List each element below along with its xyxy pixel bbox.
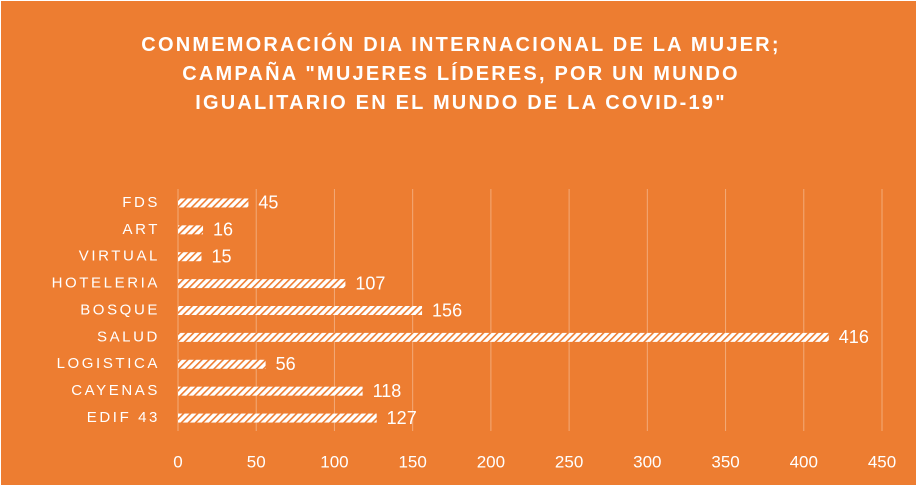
- y-tick-label: HOTELERIA: [52, 275, 160, 292]
- data-label: 156: [432, 300, 462, 320]
- bar: [178, 386, 363, 396]
- x-tick-label: 300: [633, 452, 661, 471]
- x-tick-label: 200: [477, 452, 505, 471]
- bar: [178, 413, 377, 423]
- data-label: 16: [213, 220, 233, 240]
- chart-title: CONMEMORACIÓN DIA INTERNACIONAL DE LA MU…: [141, 34, 781, 114]
- y-tick-label: LOGISTICA: [57, 355, 160, 372]
- bar: [178, 306, 423, 315]
- y-tick-label: VIRTUAL: [79, 248, 160, 265]
- bar: [178, 252, 202, 262]
- x-tick-label: 350: [711, 452, 739, 471]
- x-tick-label: 50: [247, 452, 266, 471]
- data-label: 127: [387, 408, 417, 428]
- bar: [178, 198, 249, 208]
- x-tick-label: 400: [790, 452, 818, 471]
- y-tick-label: ART: [122, 221, 160, 238]
- data-label: 107: [355, 273, 385, 293]
- x-tick-label: 150: [398, 452, 426, 471]
- data-label: 56: [276, 354, 296, 374]
- x-tick-label: 0: [173, 452, 182, 471]
- data-label: 118: [373, 381, 402, 401]
- x-tick-label: 250: [555, 452, 583, 471]
- data-label: 15: [211, 246, 231, 266]
- y-tick-label: BOSQUE: [80, 301, 160, 318]
- data-label: 45: [258, 193, 278, 213]
- bar: [178, 332, 829, 342]
- x-tick-label: 450: [868, 452, 896, 471]
- data-label: 416: [839, 327, 869, 347]
- y-tick-label: EDIF 43: [87, 409, 160, 426]
- bar: [178, 225, 204, 235]
- y-tick-label: FDS: [122, 194, 160, 211]
- bar: [178, 279, 346, 289]
- x-tick-label: 100: [320, 452, 348, 471]
- y-tick-label: SALUD: [97, 328, 160, 345]
- bar: [178, 359, 266, 369]
- y-tick-label: CAYENAS: [71, 382, 160, 399]
